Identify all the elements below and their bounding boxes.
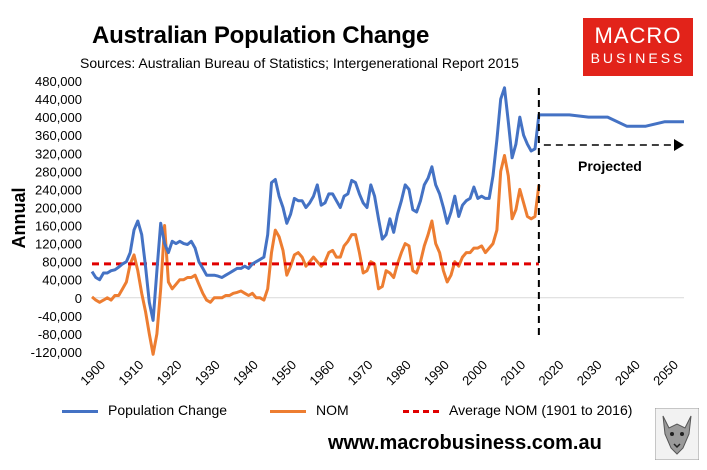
x-axis-ticks: 1900 1910 1920 1930 1940 1950 1960 1970 1980 1990… <box>77 357 681 388</box>
y-tick-label: 320,000 <box>35 146 82 161</box>
x-tick-label: 1960 <box>306 357 337 388</box>
y-tick-label: -120,000 <box>31 345 82 360</box>
logo-line1: MACRO <box>594 23 682 48</box>
legend-item-population[interactable]: Population Change <box>62 402 227 418</box>
x-tick-label: 2000 <box>459 357 490 388</box>
x-tick-label: 1990 <box>421 357 452 388</box>
website-url[interactable]: www.macrobusiness.com.au <box>328 432 602 454</box>
x-tick-label: 1950 <box>268 357 299 388</box>
legend-swatch-nom <box>270 409 306 413</box>
legend-label-population: Population Change <box>108 402 228 418</box>
x-tick-label: 1910 <box>115 357 146 388</box>
x-tick-label: 2050 <box>650 357 681 388</box>
x-tick-label: 1970 <box>345 357 376 388</box>
x-tick-label: 1900 <box>77 357 108 388</box>
y-tick-label: 80,000 <box>42 255 82 270</box>
legend-item-nom[interactable]: NOM <box>270 402 349 418</box>
projected-arrow <box>543 139 684 151</box>
y-tick-label: 200,000 <box>35 200 82 215</box>
legend-swatch-average <box>403 409 439 413</box>
y-tick-label: -40,000 <box>38 309 82 324</box>
arrow-head <box>674 139 684 151</box>
y-tick-label: 280,000 <box>35 164 82 179</box>
x-tick-label: 1980 <box>383 357 414 388</box>
macrobusiness-logo[interactable]: MACRO BUSINESS <box>583 18 693 76</box>
y-tick-label: 360,000 <box>35 128 82 143</box>
y-tick-label: 400,000 <box>35 110 82 125</box>
y-tick-label: 160,000 <box>35 219 82 234</box>
y-tick-label: 120,000 <box>35 237 82 252</box>
x-tick-label: 2030 <box>574 357 605 388</box>
logo-line2: BUSINESS <box>590 50 686 66</box>
y-tick-label: 40,000 <box>42 273 82 288</box>
x-tick-label: 2040 <box>612 357 643 388</box>
y-tick-label: 480,000 <box>35 74 82 89</box>
chart-title: Australian Population Change <box>92 22 430 49</box>
x-tick-label: 2020 <box>536 357 567 388</box>
y-tick-label: 240,000 <box>35 182 82 197</box>
legend-label-average: Average NOM (1901 to 2016) <box>449 402 633 418</box>
legend-label-nom: NOM <box>316 402 349 418</box>
x-tick-label: 1940 <box>230 357 261 388</box>
x-tick-label: 2010 <box>497 357 528 388</box>
chart-subtitle: Sources: Australian Bureau of Statistics… <box>80 55 519 71</box>
series-group <box>90 86 684 356</box>
y-axis-label: Annual <box>9 188 29 249</box>
y-tick-label: -80,000 <box>38 327 82 342</box>
nom-line <box>91 154 541 356</box>
y-axis-ticks: -120,000 -80,000 -40,000 0 40,000 80,000 120,0… <box>31 74 82 360</box>
legend-swatch-population <box>62 409 98 413</box>
x-tick-label: 1920 <box>154 357 185 388</box>
chart-legend: Population Change NOM Average NOM (1901 … <box>0 402 707 422</box>
population-change-line <box>90 86 684 322</box>
legend-item-average[interactable]: Average NOM (1901 to 2016) <box>403 402 632 418</box>
wolf-icon <box>655 408 699 460</box>
y-tick-label: 440,000 <box>35 92 82 107</box>
y-tick-label: 0 <box>75 291 82 306</box>
x-tick-label: 1930 <box>192 357 223 388</box>
projected-label: Projected <box>578 158 642 174</box>
